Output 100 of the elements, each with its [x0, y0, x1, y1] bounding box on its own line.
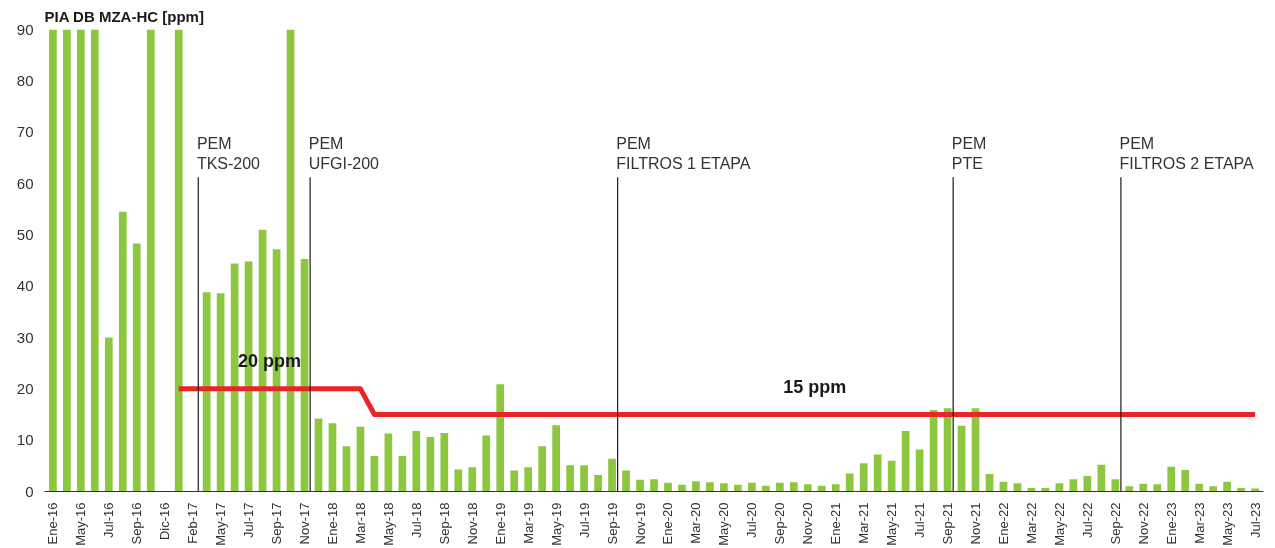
bar [510, 470, 519, 492]
x-tick-label: Jul-19 [576, 502, 592, 538]
bar [734, 484, 742, 492]
bar [594, 475, 602, 492]
ref-line-label: PEM PTE [951, 134, 987, 173]
bar [622, 470, 630, 492]
bar [1111, 479, 1120, 492]
bar [174, 29, 183, 492]
bar [202, 292, 211, 492]
x-tick-label: Mar-23 [1191, 502, 1207, 544]
bar [650, 479, 658, 492]
bar [370, 456, 379, 492]
bar [1195, 483, 1204, 492]
x-tick-label: Mar-19 [520, 502, 536, 544]
bar [356, 426, 365, 492]
x-tick-label: May-23 [1219, 502, 1235, 546]
x-tick-label: Ene-23 [1163, 502, 1179, 545]
bar [831, 484, 840, 492]
bar [859, 463, 868, 492]
bar [1251, 488, 1259, 492]
ref-line-label: PEM FILTROS 2 ETAPA [1119, 134, 1255, 173]
bar [426, 437, 435, 492]
bar [803, 484, 812, 492]
y-tick-label: 50 [16, 225, 34, 243]
bar [440, 432, 449, 492]
y-tick-label: 70 [16, 123, 34, 141]
x-tick-label: Ene-19 [492, 502, 508, 545]
bar [636, 479, 644, 492]
bar [1097, 464, 1106, 492]
x-tick-label: May-18 [380, 502, 396, 546]
x-tick-label: Mar-21 [856, 502, 872, 544]
bar [566, 465, 574, 492]
y-tick-label: 20 [16, 379, 34, 397]
bar [454, 469, 463, 492]
ref-line-label: PEM TKS-200 [196, 134, 261, 173]
bar [608, 458, 616, 492]
x-tick-label: Sep-20 [772, 502, 788, 545]
x-tick-label: Jul-20 [744, 502, 760, 538]
bar [524, 467, 533, 492]
bar [775, 482, 784, 492]
bar [63, 29, 71, 492]
bar [77, 29, 85, 492]
y-tick-label: 60 [16, 174, 34, 192]
ref-line-label: PEM FILTROS 1 ETAPA [616, 134, 751, 173]
x-tick-label: Sep-18 [436, 502, 452, 545]
x-tick-label: Dic-16 [157, 502, 173, 541]
bar [538, 446, 547, 492]
bar [873, 454, 882, 492]
bar [118, 211, 127, 492]
annotation: 15 ppm [783, 376, 847, 397]
bar [789, 482, 798, 492]
bar [1181, 469, 1190, 492]
bar [384, 433, 393, 492]
bar [104, 337, 113, 492]
bar [678, 484, 686, 492]
x-tick-label: Jul-23 [1247, 502, 1263, 538]
bar [482, 435, 491, 492]
bar [817, 485, 826, 492]
bar [915, 449, 924, 492]
bar [664, 482, 672, 492]
bar [342, 446, 351, 492]
bar [49, 29, 57, 492]
bar [706, 482, 714, 492]
x-tick-label: Mar-20 [688, 502, 704, 544]
bar [398, 456, 407, 492]
x-tick-label: Mar-18 [352, 502, 368, 544]
x-tick-label: Nov-18 [464, 502, 480, 545]
bar [1209, 486, 1218, 492]
bar [1139, 483, 1148, 492]
x-tick-label: Sep-21 [940, 502, 956, 545]
x-tick-label: May-19 [548, 502, 564, 546]
bar [1223, 481, 1231, 492]
x-tick-label: May-16 [73, 502, 89, 546]
x-tick-label: Nov-17 [297, 502, 313, 545]
ref-line-label: PEM UFGI-200 [308, 134, 380, 173]
bar [314, 418, 323, 492]
x-tick-label: Nov-21 [968, 502, 984, 545]
bar [761, 485, 770, 492]
y-tick-label: 30 [16, 328, 34, 346]
y-tick-label: 40 [16, 277, 34, 295]
bar [328, 423, 337, 492]
x-tick-label: Sep-22 [1107, 502, 1123, 545]
bar [1153, 484, 1162, 492]
bar [146, 29, 155, 492]
chart-title: PIA DB MZA-HC [ppm] [44, 7, 204, 25]
x-tick-label: Feb-17 [185, 502, 201, 544]
x-tick-label: Nov-19 [632, 502, 648, 545]
x-tick-label: Ene-16 [45, 502, 61, 545]
bar [552, 425, 560, 492]
x-tick-label: Jul-16 [101, 502, 117, 538]
bar [845, 473, 854, 492]
bar [580, 465, 588, 492]
x-tick-label: Nov-22 [1135, 502, 1151, 545]
bar [957, 425, 966, 492]
x-tick-label: Sep-19 [604, 502, 620, 545]
x-tick-label: Ene-20 [660, 502, 676, 545]
bar [412, 430, 421, 492]
y-tick-label: 10 [16, 431, 34, 449]
x-tick-label: Jul-17 [241, 502, 257, 538]
x-tick-label: May-22 [1051, 502, 1067, 546]
